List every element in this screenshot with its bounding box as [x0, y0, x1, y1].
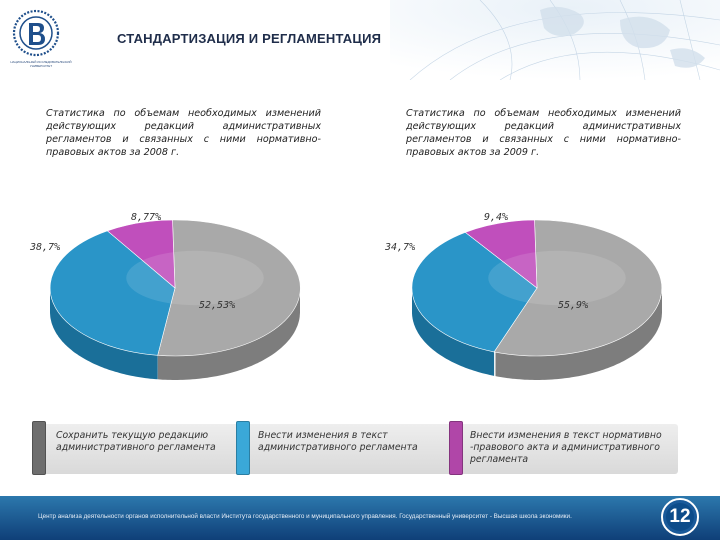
legend-box-3	[458, 424, 678, 474]
legend-box-2	[246, 424, 454, 474]
legend-text-regulation: Внести изменения в текст административно…	[258, 430, 418, 453]
page-number-badge	[661, 498, 699, 536]
pie-2008-gray-label: 52,53%	[199, 300, 236, 311]
pie-2008-magenta-label: 8,77%	[131, 212, 162, 223]
pie-2008-gray-slice	[157, 219, 301, 357]
pie-2009-gray-side	[495, 288, 662, 380]
pie-2008-gray-side	[157, 288, 300, 380]
legend-text-legal-act: Внести изменения в текст нормативно -пра…	[470, 430, 662, 465]
pie-2009-highlight	[488, 250, 626, 306]
legend-text-keep: Сохранить текущую редакцию административ…	[56, 430, 216, 453]
pie-2008-highlight	[126, 250, 264, 306]
pie-chart-2008	[49, 219, 301, 380]
legend-marker-legal-act	[449, 421, 463, 475]
pie-2009-blue-label: 34,7%	[385, 242, 416, 253]
footer-text: Центр анализа деятельности органов испол…	[38, 513, 572, 520]
pie-2008-magenta-slice	[106, 219, 176, 289]
page-number: 12	[669, 506, 691, 527]
logo-caption: НАЦИОНАЛЬНЫЙ ИССЛЕДОВАТЕЛЬСКИЙ УНИВЕРСИТ…	[10, 60, 72, 68]
page-title: СТАНДАРТИЗАЦИЯ И РЕГЛАМЕНТАЦИЯ	[117, 31, 382, 46]
pie-2009-blue-side	[412, 288, 495, 376]
legend-box-1	[37, 424, 242, 474]
pie-2009-magenta-label: 9,4%	[484, 212, 509, 223]
pie-chart-2009	[411, 219, 663, 380]
globe-background	[390, 0, 720, 80]
chart-caption-2008: Статистика по объемам необходимых измене…	[46, 108, 321, 158]
pie-2008-blue-side	[50, 288, 158, 380]
legend-marker-regulation	[236, 421, 250, 475]
pie-2009-blue-slice	[411, 231, 538, 353]
pie-2008-blue-label: 38,7%	[30, 242, 61, 253]
chart-caption-2009: Статистика по объемам необходимых измене…	[406, 108, 681, 158]
footer-bar	[0, 496, 720, 540]
legend-marker-keep	[32, 421, 46, 475]
pie-2009-gray-label: 55,9%	[558, 300, 589, 311]
pie-2009-magenta-slice	[464, 219, 538, 289]
university-logo	[12, 9, 60, 57]
